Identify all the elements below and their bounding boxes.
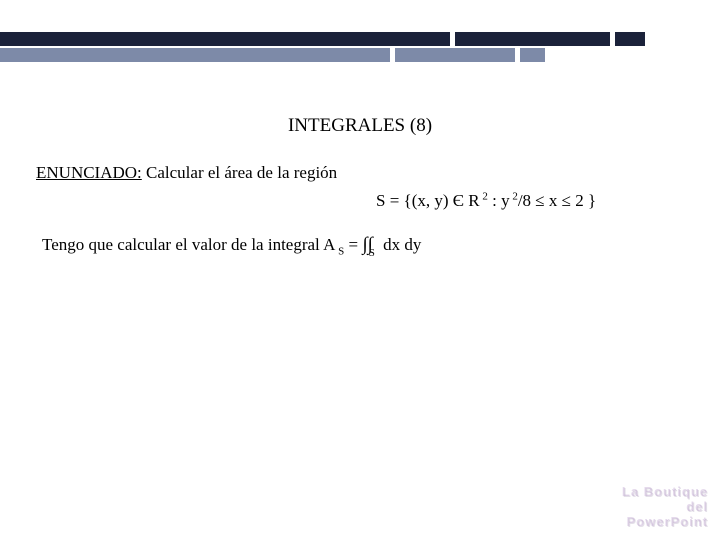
set-prefix: S = {(x, y) Є R bbox=[376, 191, 480, 210]
band-seg bbox=[520, 48, 545, 62]
band-seg bbox=[615, 32, 645, 46]
integral-tail: dx dy bbox=[379, 235, 422, 254]
band-seg bbox=[455, 32, 610, 46]
integral-domain-subscript: S bbox=[369, 247, 375, 259]
set-exp-r2: 2 bbox=[480, 190, 488, 202]
band-seg bbox=[0, 32, 450, 46]
slide-title: INTEGRALES (8) bbox=[0, 115, 720, 137]
set-exp-y2: 2 bbox=[510, 190, 518, 202]
enunciado-label: ENUNCIADO: bbox=[36, 163, 142, 182]
header-decorative-band bbox=[0, 32, 720, 60]
integral-eq: = bbox=[344, 235, 362, 254]
set-definition: S = {(x, y) Є R 2 : y 2/8 ≤ x ≤ 2 } bbox=[36, 188, 696, 214]
area-subscript: S bbox=[335, 245, 344, 257]
watermark: La Boutique del PowerPoint bbox=[622, 485, 708, 530]
set-mid: : y bbox=[488, 191, 510, 210]
slide-content: ENUNCIADO: Calcular el área de la región… bbox=[36, 160, 696, 260]
watermark-line2: del bbox=[622, 500, 708, 515]
integral-intro: Tengo que calcular el valor de la integr… bbox=[42, 235, 335, 254]
enunciado-line: ENUNCIADO: Calcular el área de la región bbox=[36, 160, 696, 186]
watermark-line3: PowerPoint bbox=[622, 515, 708, 530]
enunciado-text: Calcular el área de la región bbox=[142, 163, 337, 182]
integral-line: Tengo que calcular el valor de la integr… bbox=[36, 231, 696, 260]
band-seg bbox=[0, 48, 390, 62]
band-seg bbox=[395, 48, 515, 62]
watermark-line1: La Boutique bbox=[622, 485, 708, 500]
set-suffix: /8 ≤ x ≤ 2 } bbox=[518, 191, 596, 210]
